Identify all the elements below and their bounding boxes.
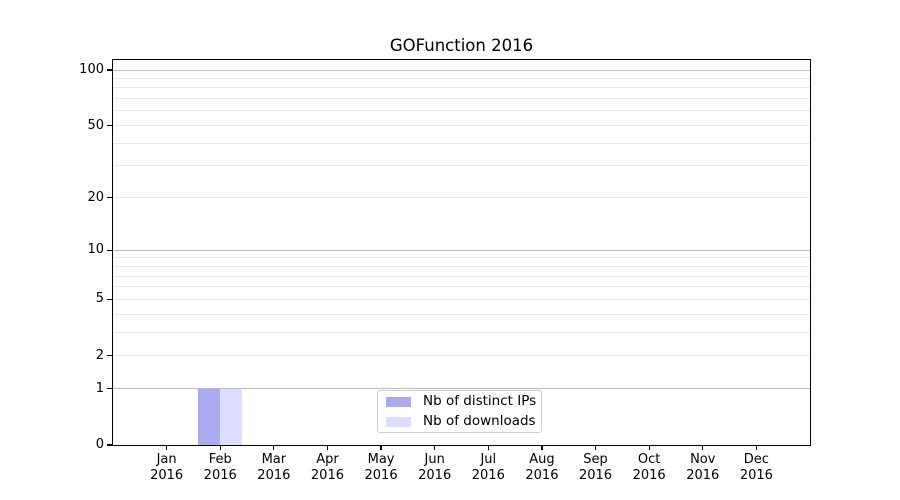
- x-axis-tick: [273, 445, 275, 450]
- y-gridline-major: [113, 69, 810, 71]
- x-axis-tick: [594, 445, 597, 450]
- y-gridline-minor: [113, 142, 810, 144]
- x-tick-label: Jun 2016: [418, 452, 452, 483]
- x-tick-label: May 2016: [364, 452, 398, 483]
- y-gridline-minor: [113, 110, 810, 112]
- x-axis-tick: [702, 445, 704, 450]
- x-axis-tick: [755, 445, 757, 450]
- y-gridline-minor: [113, 275, 810, 277]
- y-gridline-minor: [113, 165, 810, 167]
- y-axis-tick: [107, 388, 112, 390]
- y-tick-label: 100: [79, 62, 104, 77]
- x-tick-label: Dec 2016: [739, 452, 773, 483]
- x-axis-tick: [434, 445, 436, 450]
- legend-swatch-distinct-ips-icon: [386, 396, 411, 407]
- y-tick-label: 1: [95, 380, 104, 396]
- y-gridline-minor: [113, 98, 810, 100]
- x-axis-tick: [648, 445, 650, 450]
- y-gridline-minor: [113, 331, 810, 333]
- y-axis-tick: [107, 249, 112, 251]
- y-axis-tick: [107, 197, 112, 199]
- y-gridline-minor: [113, 286, 810, 288]
- bar-downloads: [220, 388, 243, 445]
- legend-label-distinct-ips: Nb of distinct IPs: [423, 393, 537, 409]
- legend-row-distinct-ips: Nb of distinct IPs: [386, 393, 537, 409]
- y-tick-label: 0: [95, 437, 104, 452]
- x-tick-label: Feb 2016: [203, 452, 237, 483]
- legend-swatch-downloads-icon: [386, 416, 411, 427]
- y-tick-label: 5: [95, 291, 104, 307]
- x-axis-tick: [541, 445, 543, 450]
- legend-label-downloads: Nb of downloads: [423, 413, 536, 429]
- y-gridline-minor: [113, 125, 810, 127]
- y-tick-label: 2: [95, 347, 104, 363]
- y-gridline-minor: [113, 298, 810, 300]
- x-axis-tick: [487, 445, 489, 450]
- y-gridline-major: [113, 388, 810, 390]
- y-tick-label: 50: [87, 117, 104, 133]
- y-axis-tick: [107, 298, 112, 300]
- y-gridline-minor: [113, 77, 810, 79]
- y-gridline-minor: [113, 197, 810, 199]
- y-gridline-minor: [113, 265, 810, 267]
- x-axis-tick: [166, 445, 168, 450]
- y-gridline-major: [113, 249, 810, 251]
- x-axis-tick: [219, 445, 221, 450]
- legend-row-downloads: Nb of downloads: [386, 413, 536, 429]
- x-tick-label: Sep 2016: [578, 452, 613, 483]
- y-tick-label: 20: [87, 189, 104, 205]
- legend: Nb of distinct IPs Nb of downloads: [377, 390, 542, 433]
- x-tick-label: Mar 2016: [257, 452, 291, 483]
- x-tick-label: Oct 2016: [632, 452, 666, 483]
- y-axis-tick: [107, 69, 112, 71]
- y-gridline-minor: [113, 313, 810, 315]
- x-tick-label: Nov 2016: [686, 452, 720, 483]
- y-axis-tick: [107, 355, 112, 357]
- x-tick-label: Jan 2016: [150, 452, 184, 483]
- y-axis-tick: [107, 444, 112, 446]
- chart-title: GOFunction 2016: [389, 36, 534, 55]
- y-axis-tick: [107, 124, 112, 127]
- x-tick-label: Jul 2016: [471, 452, 505, 483]
- x-tick-label: Aug 2016: [525, 452, 559, 483]
- y-gridline-minor: [113, 87, 810, 89]
- x-tick-label: Apr 2016: [310, 452, 344, 483]
- y-tick-label: 10: [87, 242, 104, 258]
- x-axis-tick: [326, 445, 329, 450]
- bar-distinct-ips: [198, 388, 221, 445]
- x-axis-tick: [380, 445, 382, 450]
- y-gridline-minor: [113, 355, 810, 357]
- y-gridline-minor: [113, 257, 810, 259]
